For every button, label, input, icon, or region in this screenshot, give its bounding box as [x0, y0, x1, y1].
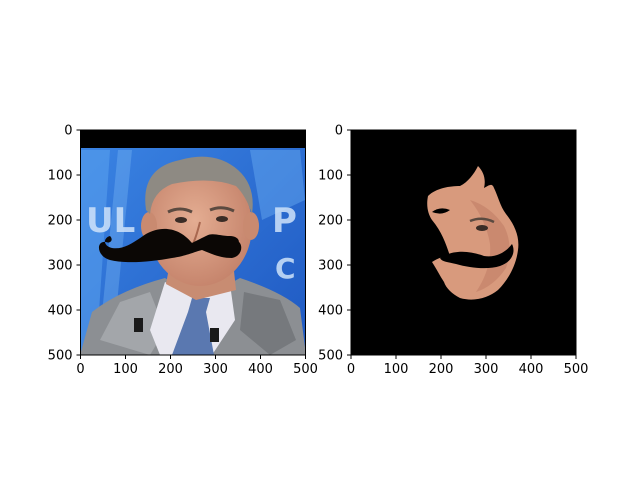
left-y-tick-label: 200 — [48, 214, 73, 229]
left-y-tick-label: 100 — [48, 169, 73, 184]
right-x-tick-label: 400 — [519, 362, 544, 377]
right-x-tick-label: 0 — [347, 362, 355, 377]
left-y-tick-label: 400 — [48, 304, 73, 319]
left-x-tick-label: 300 — [203, 362, 228, 377]
left-x-tick-label: 400 — [248, 362, 273, 377]
right-x-tick-label: 300 — [474, 362, 499, 377]
left-x-tick-label: 0 — [76, 362, 84, 377]
right-y-tick-label: 300 — [318, 259, 343, 274]
right-y-tick-label: 0 — [335, 124, 343, 139]
right-y-tick-label: 500 — [318, 349, 343, 364]
masked-image — [351, 130, 576, 355]
right-y-tick-label: 100 — [318, 169, 343, 184]
right-x-tick-label: 500 — [564, 362, 589, 377]
right-y-tick-label: 200 — [318, 214, 343, 229]
right-x-tick-label: 200 — [429, 362, 454, 377]
right-y-tick-label: 400 — [318, 304, 343, 319]
right-image-panel — [350, 129, 577, 356]
left-x-tick-label: 500 — [293, 362, 318, 377]
left-image-panel: UL P C — [80, 129, 306, 356]
left-y-tick-label: 300 — [48, 259, 73, 274]
right-x-tick-label: 100 — [384, 362, 409, 377]
mustache-overlay — [98, 228, 242, 263]
svg-text:C: C — [275, 252, 296, 285]
left-y-tick-label: 0 — [64, 124, 72, 139]
left-x-tick-label: 100 — [113, 362, 138, 377]
left-y-tick-label: 500 — [48, 349, 73, 364]
left-x-tick-label: 200 — [158, 362, 183, 377]
svg-text:P: P — [272, 201, 297, 241]
svg-text:UL: UL — [86, 201, 135, 241]
